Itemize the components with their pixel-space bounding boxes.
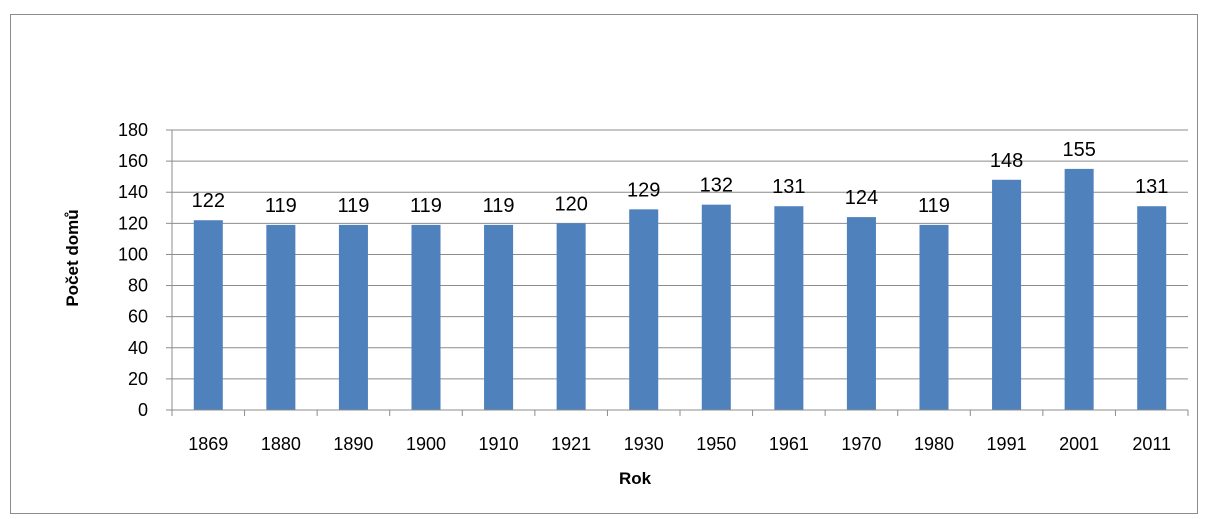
bar [338, 224, 368, 410]
x-tick-label: 1890 [333, 434, 373, 454]
data-label: 119 [483, 195, 515, 217]
data-labels: 122 119 119 119 119 120 129 132 131 124 119 148 155 1… [192, 139, 1169, 217]
bar [629, 209, 659, 410]
data-label: 131 [772, 176, 805, 198]
bar [992, 179, 1022, 410]
y-tick-label: 20 [128, 369, 148, 389]
bar [193, 220, 223, 410]
bar [846, 217, 876, 410]
x-tick-label: 1961 [769, 434, 809, 454]
bar [701, 204, 731, 410]
bar [411, 224, 441, 410]
axes [171, 130, 1189, 416]
data-label: 119 [410, 195, 442, 217]
data-label: 129 [627, 179, 660, 201]
y-tick-label: 100 [118, 244, 148, 264]
y-tick-label: 120 [118, 213, 148, 233]
data-label: 119 [337, 195, 369, 217]
bar [1137, 206, 1167, 410]
data-label: 148 [990, 150, 1023, 172]
x-tick-label: 2011 [1132, 434, 1171, 454]
data-label: 119 [265, 195, 297, 217]
x-tick-label: 1910 [479, 434, 519, 454]
y-tick-label: 60 [128, 307, 148, 327]
data-label: 155 [1062, 139, 1095, 161]
x-tick-labels: 1869 1880 1890 1900 1910 1921 1930 1950 1961 1970… [188, 434, 1171, 454]
x-axis-title: Rok [619, 469, 652, 488]
x-tick-label: 1921 [551, 434, 591, 454]
x-tick-label: 1900 [406, 434, 446, 454]
x-tick-label: 1991 [987, 434, 1027, 454]
bar [484, 224, 514, 410]
y-tick-labels: 0 20 40 60 80 100 120 140 160 180 [118, 120, 148, 420]
bar [266, 224, 296, 410]
x-tick-label: 1950 [696, 434, 736, 454]
y-tick-label: 140 [118, 182, 148, 202]
data-label: 119 [918, 195, 950, 217]
y-tick-label: 160 [118, 151, 148, 171]
data-label: 120 [554, 193, 587, 215]
data-label: 124 [845, 187, 878, 209]
y-tick-label: 180 [118, 120, 148, 140]
x-tick-label: 1869 [188, 434, 228, 454]
bar [556, 223, 586, 410]
x-tick-label: 2001 [1059, 434, 1099, 454]
y-tick-label: 80 [128, 276, 148, 296]
bars [193, 168, 1167, 410]
bar [919, 224, 949, 410]
y-tick-label: 0 [138, 400, 148, 420]
data-label: 131 [1135, 176, 1168, 198]
x-tick-label: 1980 [914, 434, 954, 454]
data-label: 132 [700, 175, 733, 197]
bar [1064, 168, 1094, 410]
data-label: 122 [192, 190, 225, 212]
gridlines [166, 129, 1188, 411]
x-tick-label: 1880 [261, 434, 301, 454]
y-tick-label: 40 [128, 338, 148, 358]
bar [774, 206, 804, 410]
x-tick-label: 1970 [841, 434, 881, 454]
y-axis-title: Počet domů [63, 209, 82, 306]
x-tick-label: 1930 [624, 434, 664, 454]
